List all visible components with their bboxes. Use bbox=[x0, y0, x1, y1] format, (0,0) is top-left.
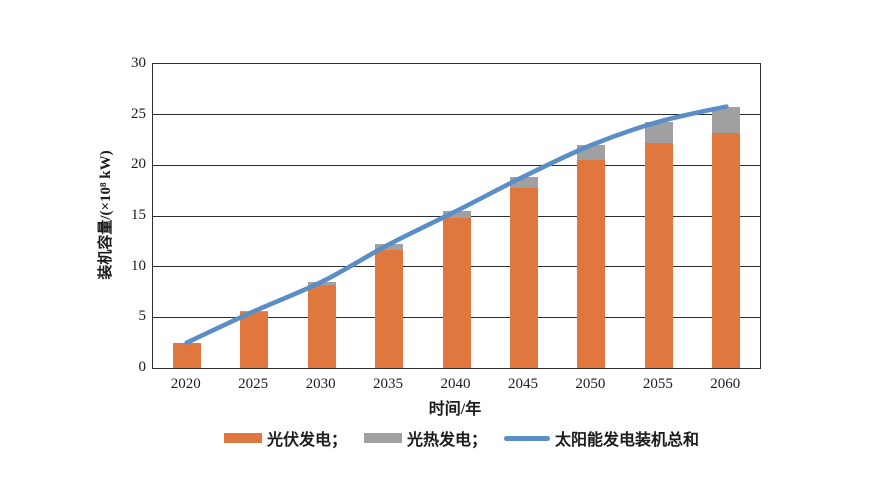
bar-segment-光热发电-2050 bbox=[577, 145, 606, 161]
bar-segment-光伏发电-2030 bbox=[307, 284, 336, 368]
bar-segment-光热发电-2060 bbox=[712, 106, 741, 133]
y-tick-label: 20 bbox=[131, 156, 146, 173]
legend: 光伏发电； 光热发电； 太阳能发电装机总和 bbox=[224, 426, 699, 450]
bar-segment-光热发电-2055 bbox=[644, 121, 673, 144]
x-tick-label: 2020 bbox=[170, 376, 201, 392]
bar-segment-光热发电-2025 bbox=[240, 311, 269, 313]
bar-segment-光热发电-2035 bbox=[375, 244, 404, 251]
legend-label-total: 太阳能发电装机总和 bbox=[555, 432, 700, 449]
legend-item-pv: 光伏发电； bbox=[224, 426, 347, 450]
bar-segment-光伏发电-2060 bbox=[712, 132, 741, 368]
plot-area bbox=[152, 63, 761, 369]
x-tick-label: 2030 bbox=[305, 376, 336, 392]
legend-item-csp: 光热发电； bbox=[364, 426, 487, 450]
x-tick-label: 2060 bbox=[710, 376, 741, 392]
bar-segment-光热发电-2030 bbox=[307, 281, 336, 285]
y-tick-label: 10 bbox=[131, 257, 146, 274]
pv-swatch-icon bbox=[224, 433, 262, 443]
bar-segment-光伏发电-2055 bbox=[644, 143, 673, 368]
y-tick-label: 0 bbox=[138, 359, 147, 375]
bar-segment-光热发电-2040 bbox=[442, 210, 471, 219]
legend-label-pv: 光伏发电； bbox=[267, 432, 348, 449]
x-tick-label: 2045 bbox=[507, 376, 538, 392]
bar-segment-光伏发电-2045 bbox=[509, 187, 538, 368]
x-tick-label: 2035 bbox=[373, 376, 404, 392]
y-tick-label: 15 bbox=[131, 207, 146, 223]
y-tick-label: 30 bbox=[131, 55, 146, 71]
legend-label-csp: 光热发电； bbox=[407, 432, 488, 449]
y-tick-label: 25 bbox=[131, 105, 146, 122]
x-tick-label: 2040 bbox=[440, 376, 471, 392]
bar-segment-光伏发电-2050 bbox=[577, 160, 606, 368]
bar-segment-光热发电-2045 bbox=[509, 176, 538, 188]
bar-segment-光伏发电-2040 bbox=[442, 218, 471, 368]
x-tick-label: 2055 bbox=[642, 376, 673, 392]
legend-item-total: 太阳能发电装机总和 bbox=[504, 426, 699, 450]
csp-swatch-icon bbox=[364, 433, 403, 443]
total-line-swatch-icon bbox=[504, 435, 551, 441]
bar-segment-光伏发电-2025 bbox=[240, 312, 269, 368]
gridline bbox=[153, 114, 760, 116]
y-tick-label: 5 bbox=[138, 308, 147, 325]
x-tick-label: 2025 bbox=[238, 376, 269, 392]
bar-segment-光伏发电-2020 bbox=[172, 342, 201, 368]
x-tick-label: 2050 bbox=[575, 376, 606, 392]
x-axis-title: 时间/年 bbox=[428, 401, 482, 418]
bar-segment-光伏发电-2035 bbox=[375, 250, 404, 368]
